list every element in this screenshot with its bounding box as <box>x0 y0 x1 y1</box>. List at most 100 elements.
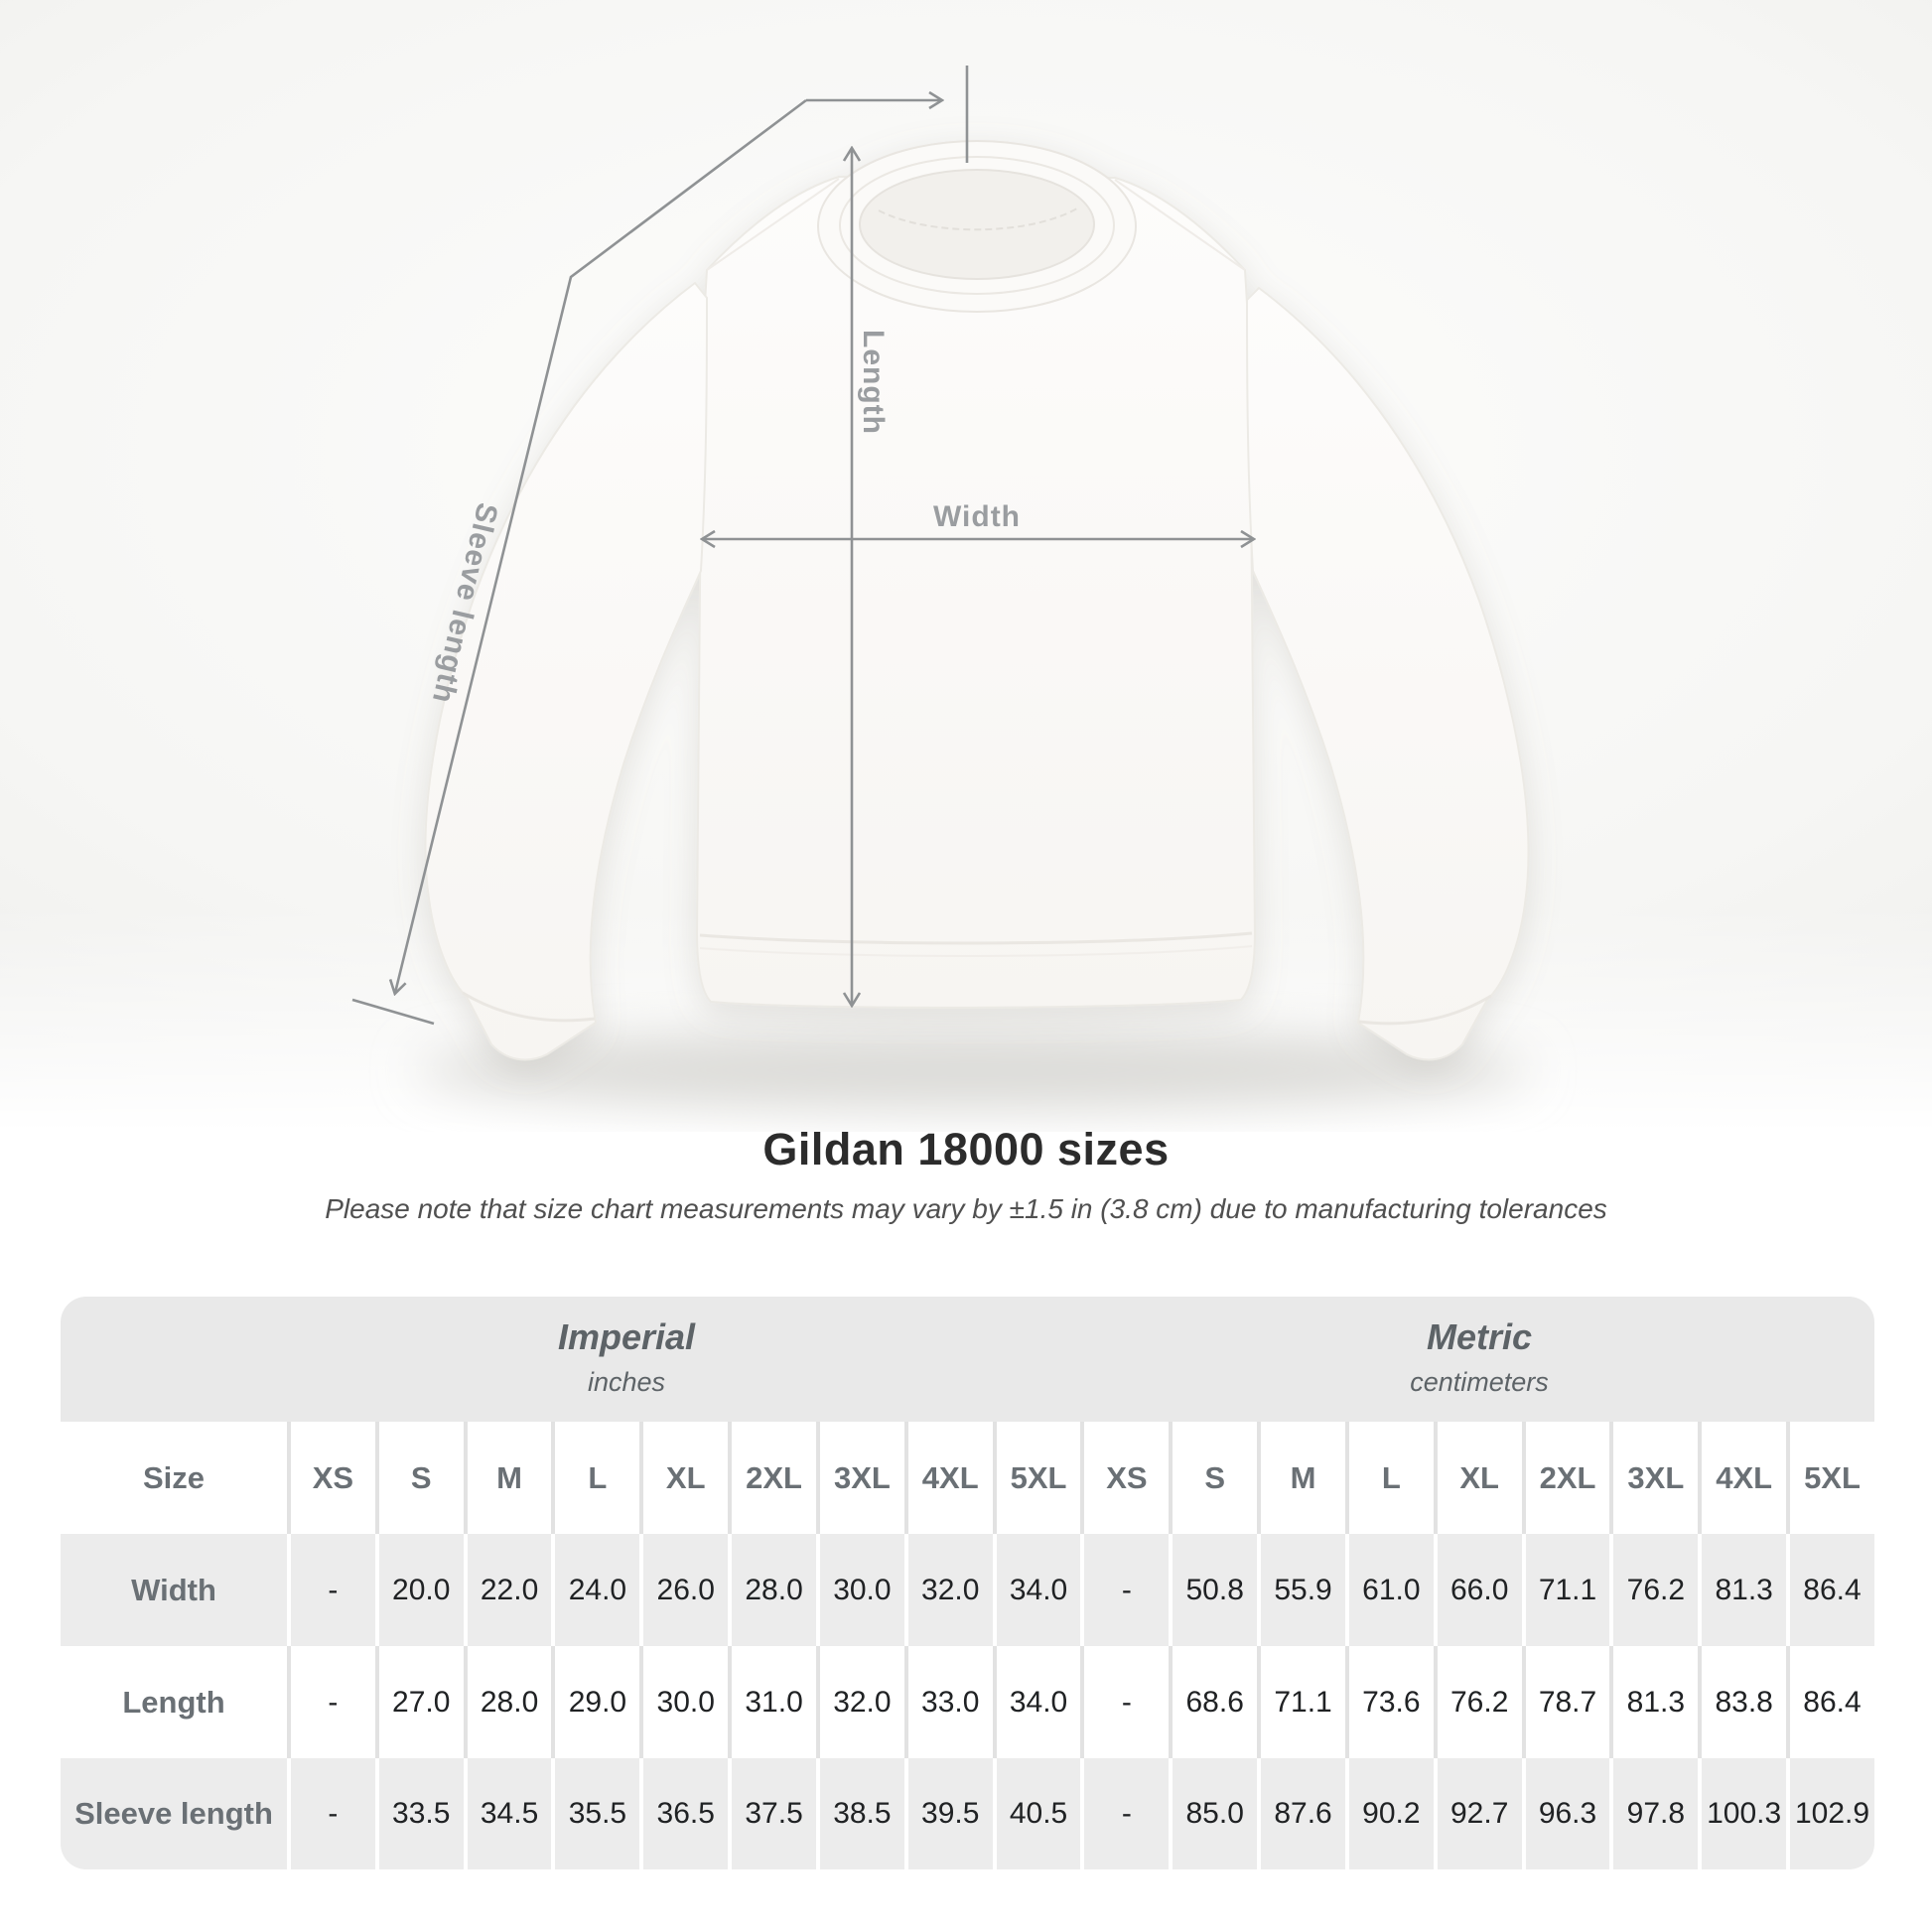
measurement-value: 37.5 <box>732 1758 816 1869</box>
measurement-value: 81.3 <box>1613 1646 1699 1758</box>
metric-sublabel: centimeters <box>1410 1367 1549 1397</box>
measurement-value: 85.0 <box>1173 1758 1258 1869</box>
measurement-value: 34.5 <box>467 1758 552 1869</box>
measurement-value: 28.0 <box>467 1646 552 1758</box>
size-column-header: XL <box>1437 1422 1522 1534</box>
size-column-header: XS <box>291 1422 375 1534</box>
metric-label: Metric <box>1426 1316 1533 1357</box>
measurement-value: 26.0 <box>643 1534 729 1646</box>
neck-opening <box>859 169 1095 280</box>
size-column-header: M <box>467 1422 552 1534</box>
measurement-value: 33.0 <box>907 1646 993 1758</box>
measurement-value: 20.0 <box>378 1534 464 1646</box>
measurement-value: 29.0 <box>555 1646 640 1758</box>
imperial-sublabel: inches <box>587 1367 666 1397</box>
measurement-value: 76.2 <box>1437 1646 1522 1758</box>
measurement-value: 22.0 <box>467 1534 552 1646</box>
measurement-row: Width -20.0 22.0 24.0 26.0 28.0 30.0 32.0 34.0-5… <box>61 1534 1874 1646</box>
measurement-value: - <box>291 1758 375 1869</box>
measurement-row: Length -27.0 28.0 29.0 30.0 31.0 32.0 33.0 34.0-… <box>61 1646 1874 1758</box>
measurement-value: 76.2 <box>1613 1534 1699 1646</box>
size-column-header: XS <box>1084 1422 1170 1534</box>
measurement-value: 90.2 <box>1348 1758 1434 1869</box>
cuff-end-tick <box>351 998 435 1026</box>
size-column-header: L <box>555 1422 640 1534</box>
measurement-value: 27.0 <box>378 1646 464 1758</box>
size-table: Imperial inches Metric centimeters Size X… <box>61 1297 1874 1869</box>
size-column-header: 2XL <box>732 1422 816 1534</box>
size-corner-label: Size <box>61 1422 287 1534</box>
measurement-value: 81.3 <box>1702 1534 1787 1646</box>
measurement-value: 97.8 <box>1613 1758 1699 1869</box>
measurement-value: 28.0 <box>732 1534 816 1646</box>
measurement-value: 71.1 <box>1261 1646 1345 1758</box>
table-body: Size XS S M L XL 2XL 3XL 4XL 5XL XS S M L XL 2XL 3XL 4XL 5… <box>61 1422 1874 1869</box>
measurement-value: 30.0 <box>643 1646 729 1758</box>
measurement-value: - <box>1084 1758 1170 1869</box>
size-column-header: 5XL <box>1790 1422 1874 1534</box>
measurement-value: - <box>1084 1534 1170 1646</box>
unit-header-band: Imperial inches Metric centimeters <box>61 1297 1874 1422</box>
tolerance-note: Please note that size chart measurements… <box>325 1193 1607 1224</box>
measurement-value: 100.3 <box>1702 1758 1787 1869</box>
page-title: Gildan 18000 sizes <box>762 1124 1170 1174</box>
measurement-value: 34.0 <box>996 1646 1081 1758</box>
measurement-value: 86.4 <box>1790 1646 1874 1758</box>
measurement-value: - <box>291 1534 375 1646</box>
measurement-value: 78.7 <box>1525 1646 1610 1758</box>
measurement-row-label: Width <box>61 1534 287 1646</box>
measurement-value: 40.5 <box>996 1758 1081 1869</box>
sweatshirt-diagram-svg: Length Width Sleeve length <box>351 66 1530 1110</box>
measurement-value: 38.5 <box>819 1758 904 1869</box>
imperial-label: Imperial <box>557 1316 696 1357</box>
measurement-value: 32.0 <box>819 1646 904 1758</box>
size-column-header: M <box>1261 1422 1345 1534</box>
measurement-value: 102.9 <box>1790 1758 1874 1869</box>
measurement-value: 96.3 <box>1525 1758 1610 1869</box>
size-column-header: 3XL <box>819 1422 904 1534</box>
measurement-value: 39.5 <box>907 1758 993 1869</box>
measurement-value: 92.7 <box>1437 1758 1522 1869</box>
measurement-value: 32.0 <box>907 1534 993 1646</box>
measurement-value: 35.5 <box>555 1758 640 1869</box>
size-column-header: 2XL <box>1525 1422 1610 1534</box>
measurement-value: 50.8 <box>1173 1534 1258 1646</box>
measurement-annotations <box>351 66 1253 1026</box>
measurement-row: Sleeve length -33.5 34.5 35.5 36.5 37.5 38.5 39… <box>61 1758 1874 1869</box>
measurement-value: 30.0 <box>819 1534 904 1646</box>
measurement-value: - <box>1084 1646 1170 1758</box>
size-column-header: XL <box>643 1422 729 1534</box>
size-column-header: S <box>1173 1422 1258 1534</box>
measurement-value: 86.4 <box>1790 1534 1874 1646</box>
ground-shadow <box>417 1031 1529 1110</box>
measurement-value: 83.8 <box>1702 1646 1787 1758</box>
measurement-value: 55.9 <box>1261 1534 1345 1646</box>
measurement-value: 34.0 <box>996 1534 1081 1646</box>
unit-group-metric: Metric centimeters <box>1084 1316 1874 1398</box>
measurement-value: 87.6 <box>1261 1758 1345 1869</box>
measurement-row-label: Sleeve length <box>61 1758 287 1869</box>
size-column-header: 3XL <box>1613 1422 1699 1534</box>
sweatshirt-illustration <box>424 140 1530 1061</box>
measurement-value: 31.0 <box>732 1646 816 1758</box>
size-column-header: 4XL <box>1702 1422 1787 1534</box>
sleeve-measure-diagonal <box>395 98 807 993</box>
measurement-value: 68.6 <box>1173 1646 1258 1758</box>
product-diagram: Length Width Sleeve length <box>0 0 1932 1132</box>
length-label: Length <box>857 330 890 435</box>
size-column-header: L <box>1348 1422 1434 1534</box>
size-column-header: 4XL <box>907 1422 993 1534</box>
size-column-header: S <box>378 1422 464 1534</box>
measurement-value: 36.5 <box>643 1758 729 1869</box>
measurement-value: - <box>291 1646 375 1758</box>
measurement-row-label: Length <box>61 1646 287 1758</box>
unit-group-imperial: Imperial inches <box>130 1316 1123 1398</box>
measurement-value: 73.6 <box>1348 1646 1434 1758</box>
size-column-header: 5XL <box>996 1422 1081 1534</box>
measurement-value: 66.0 <box>1437 1534 1522 1646</box>
measurement-value: 24.0 <box>555 1534 640 1646</box>
measurement-value: 33.5 <box>378 1758 464 1869</box>
size-header-row: Size XS S M L XL 2XL 3XL 4XL 5XL XS S M L XL 2XL 3XL 4XL 5… <box>61 1422 1874 1534</box>
measurement-value: 71.1 <box>1525 1534 1610 1646</box>
